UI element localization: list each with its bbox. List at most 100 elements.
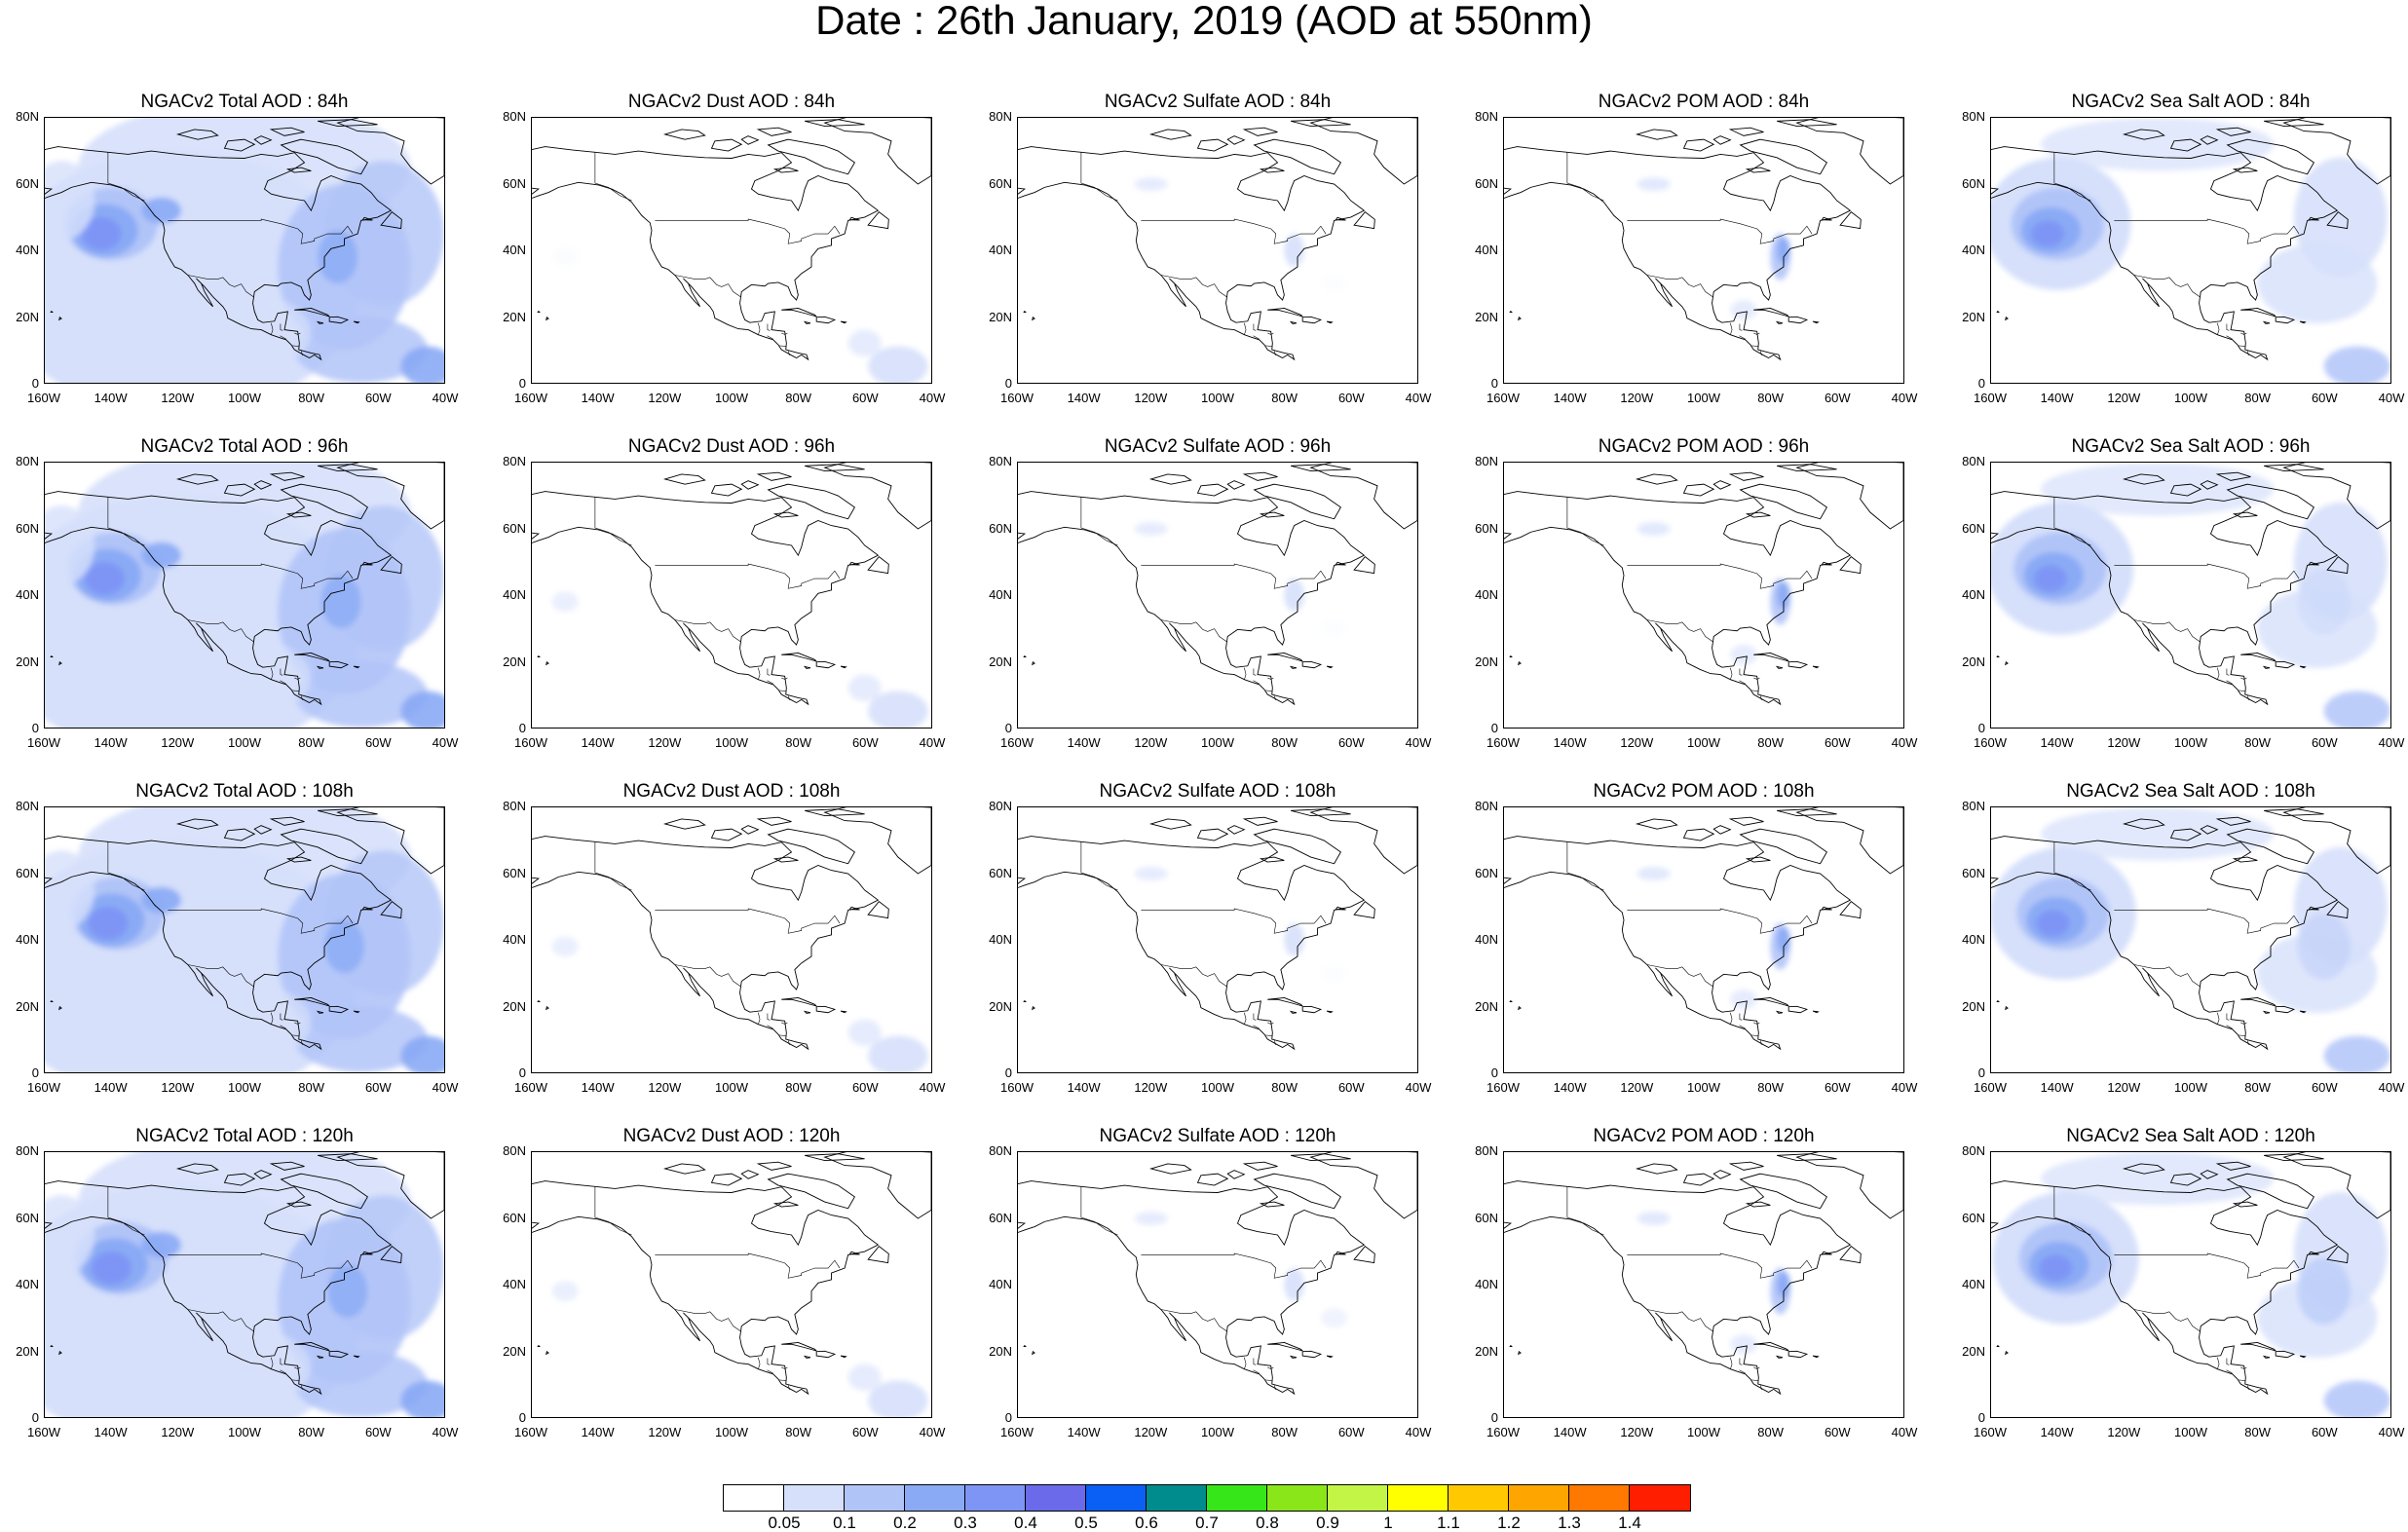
island-outline [1777,1153,1837,1161]
island-outline [2005,316,2009,321]
political-border [767,1358,771,1365]
island-outline [1259,167,1285,173]
political-border [168,563,354,589]
colorbar-label: 0.4 [1014,1513,1037,1532]
lon-tick-label: 160W [1974,391,2007,405]
political-border [1244,1012,1247,1025]
lat-tick-label: 40N [1475,587,1498,602]
island-outline [1289,1355,1298,1359]
island-outline [58,660,62,666]
political-border [2114,218,2300,244]
island-outline [50,999,54,1002]
map-panel-total-2: NGACv2 Total AOD : 108h 80N 60N 40N 20N 0 160W… [0,781,485,1122]
island-outline [50,1344,54,1347]
lat-tick-label: 0 [1004,1410,1012,1425]
colorbar-swatch [1026,1485,1086,1511]
political-border [1141,563,1327,589]
island-outline [280,483,368,520]
island-outline [756,127,792,136]
island-outline [2299,1355,2307,1359]
island-outline [662,473,706,485]
island-outline [280,1173,368,1210]
lat-tick-label: 80N [1962,799,1985,813]
aod-region [847,674,882,701]
island-outline [1996,1344,2000,1347]
island-outline [318,464,378,471]
political-border [107,1186,145,1236]
political-border [2217,1012,2220,1025]
lon-tick-label: 40W [432,735,459,750]
continent-outline [1018,491,1366,706]
island-outline [1326,665,1334,669]
lon-tick-label: 140W [581,1425,615,1439]
aod-region [2257,243,2378,323]
aod-shading [1134,522,1348,639]
continent-outline [1504,146,1852,361]
political-border [2247,1040,2249,1045]
lon-tick-label: 60W [2311,391,2338,405]
island-outline [380,555,402,575]
map-panel-total-1: NGACv2 Total AOD : 96h 80N 60N 40N 20N 0 160W 1… [0,436,485,777]
island-outline [2200,480,2219,490]
political-border [674,275,741,298]
lat-tick-label: 80N [1475,799,1498,813]
lon-tick-label: 160W [1974,1425,2007,1439]
political-border [1160,619,1227,643]
greenland-outline [1795,807,1903,875]
island-outline [710,1173,743,1186]
aod-shading [45,463,444,728]
island-outline [756,816,792,826]
island-outline [1326,1010,1334,1014]
aod-map [1018,1152,1417,1396]
continent-outline [45,1180,393,1396]
island-outline [1242,816,1278,826]
island-outline [2226,138,2314,175]
lat-tick-label: 40N [1475,243,1498,257]
aod-region [85,562,125,595]
political-border [781,1366,788,1369]
panel-title: NGACv2 Sea Salt AOD : 120h [2066,1126,2315,1146]
island-outline [175,1163,219,1175]
map-area [1017,1151,1418,1418]
lon-tick-label: 120W [2107,391,2141,405]
island-outline [1812,320,1820,324]
political-border [2226,1025,2233,1029]
lat-tick-label: 20N [1475,654,1498,669]
aod-region [141,197,182,224]
island-outline [1775,320,1784,324]
aod-shading [1637,867,1790,1010]
political-border [1753,1022,1760,1025]
island-outline [1518,1005,1522,1011]
island-outline [1226,135,1246,145]
coastline [1018,1152,1417,1396]
lon-tick-label: 60W [851,391,879,405]
aod-region [2036,910,2070,937]
political-border [1264,1034,1272,1036]
coastline [532,118,931,361]
lon-tick-label: 80W [1271,391,1298,405]
political-border [1566,497,1604,546]
lon-tick-label: 80W [2244,1080,2272,1095]
island-outline [294,997,330,1007]
lon-tick-label: 80W [298,1080,325,1095]
lat-tick-label: 0 [1490,376,1498,391]
lon-tick-label: 100W [715,1080,748,1095]
island-outline [840,1010,847,1014]
lon-tick-label: 80W [1757,1080,1785,1095]
lon-tick-label: 120W [161,1425,195,1439]
aod-map [1991,118,2390,383]
lon-tick-label: 60W [2311,1080,2338,1095]
aod-region [1777,581,1790,609]
greenland-outline [1795,1152,1903,1219]
island-outline [1728,127,1764,136]
island-outline [1839,555,1862,575]
aod-region [294,661,428,728]
island-outline [2308,216,2319,221]
island-outline [1267,1342,1303,1352]
lat-tick-label: 0 [1004,721,1012,735]
island-outline [1226,1170,1246,1179]
map-area [44,806,445,1073]
lon-tick-label: 40W [1405,391,1432,405]
aod-region [2323,1380,2390,1417]
political-border [280,1369,286,1374]
